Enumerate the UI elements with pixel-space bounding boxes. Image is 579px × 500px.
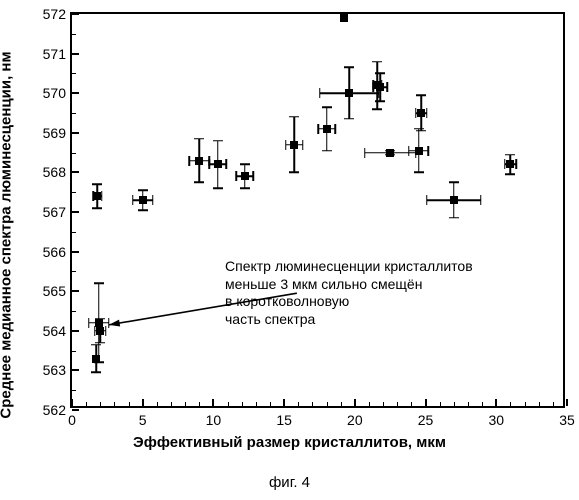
y-tick-label: 569 — [43, 125, 66, 141]
x-tick-label: 30 — [488, 412, 504, 428]
x-tick-label: 5 — [139, 412, 147, 428]
x-tick-label: 15 — [276, 412, 292, 428]
y-tick-label: 562 — [43, 402, 66, 418]
y-tick-label: 567 — [43, 204, 66, 220]
y-axis-label: Среднее медианное спектра люминесценции,… — [0, 51, 15, 418]
annotation-line: в коротковолновую — [225, 293, 473, 311]
x-tick-label: 25 — [418, 412, 434, 428]
y-tick-label: 571 — [43, 46, 66, 62]
x-tick-label: 0 — [68, 412, 76, 428]
figure-caption: фиг. 4 — [0, 474, 579, 491]
y-tick-label: 570 — [43, 85, 66, 101]
chart-container: Среднее медианное спектра люминесценции,… — [0, 0, 579, 500]
plot-area: 5625635645655665675685695705715720510152… — [70, 12, 565, 408]
annotation-arrow — [72, 14, 567, 410]
x-tick-label: 35 — [559, 412, 575, 428]
x-tick-label: 20 — [347, 412, 363, 428]
annotation-text: Спектр люминесценции кристаллитовменьше … — [225, 258, 473, 328]
x-axis-label: Эффективный размер кристаллитов, мкм — [0, 434, 579, 451]
annotation-line: меньше 3 мкм сильно смещён — [225, 276, 473, 294]
y-tick-label: 564 — [43, 323, 66, 339]
x-tick-label: 10 — [206, 412, 222, 428]
annotation-line: Спектр люминесценции кристаллитов — [225, 258, 473, 276]
annotation-line: часть спектра — [225, 311, 473, 329]
y-tick-label: 565 — [43, 283, 66, 299]
y-tick-label: 568 — [43, 164, 66, 180]
y-tick-label: 563 — [43, 362, 66, 378]
y-tick-label: 572 — [43, 6, 66, 22]
y-tick-label: 566 — [43, 244, 66, 260]
